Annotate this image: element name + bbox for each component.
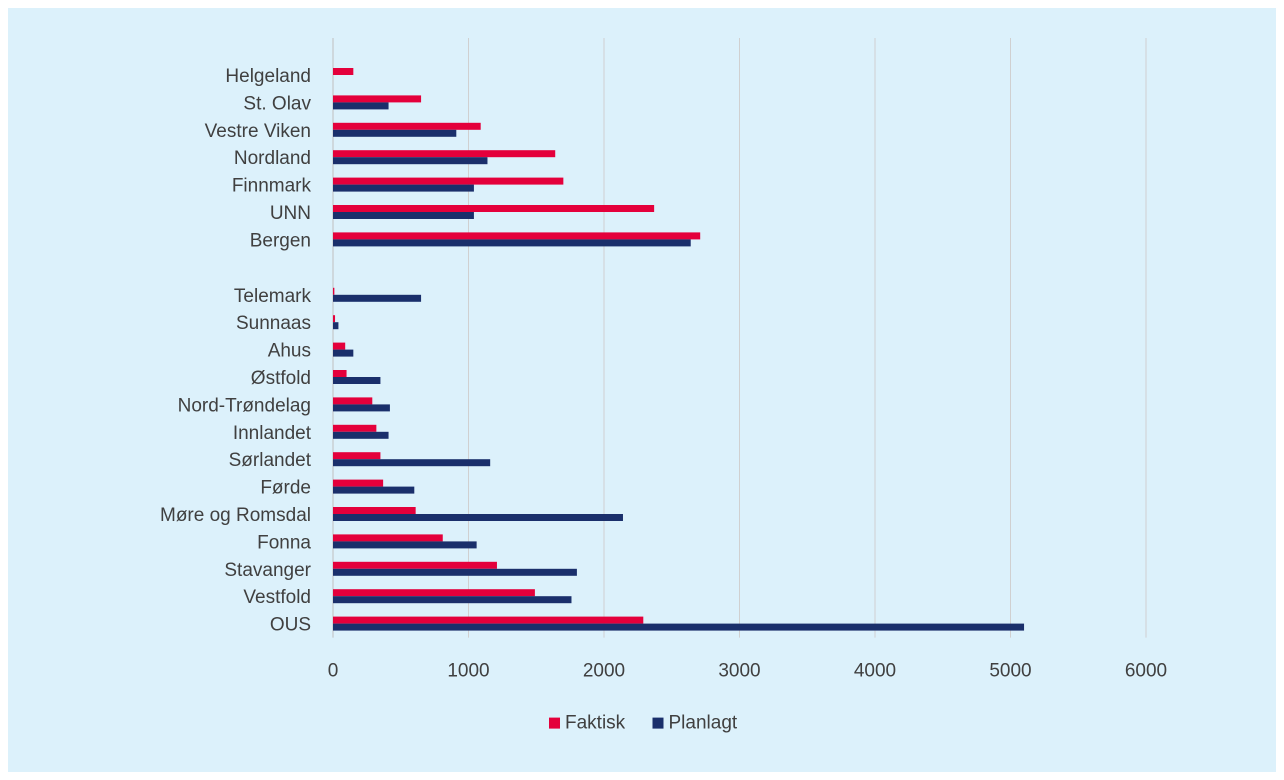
bar-planlagt-vestfold [333,596,572,604]
category-label-stavanger: Stavanger [224,560,311,581]
category-label-fonna: Fonna [257,532,311,553]
x-tick-label-1000: 1000 [447,661,489,682]
bar-faktisk-bergen [333,232,701,240]
category-label-unn: UNN [270,203,311,224]
x-tick-label-4000: 4000 [854,661,896,682]
legend-label-planlagt: Planlagt [669,713,738,734]
legend-swatch-planlagt [652,717,664,729]
bar-planlagt-st-olav [333,102,389,110]
x-tick-label-2000: 2000 [583,661,625,682]
bar-faktisk-helgeland [333,68,354,75]
category-label-bergen: Bergen [250,230,311,251]
category-label-nord-tr-ndelag: Nord-Trøndelag [178,395,311,416]
category-label-sunnaas: Sunnaas [236,313,311,334]
category-label-m-re-og-romsdal: Møre og Romsdal [160,505,311,526]
category-label-ahus: Ahus [268,341,311,362]
legend-swatch-faktisk [549,717,560,729]
category-label-telemark: Telemark [234,286,312,307]
bar-planlagt-nord-tr-ndelag [333,404,390,412]
bar-faktisk-f-rde [333,479,384,487]
bar-planlagt-telemark [333,294,422,302]
bar-planlagt-s-rlandet [333,459,491,467]
bar-planlagt-nordland [333,157,488,165]
bar-planlagt-sunnaas [333,322,339,330]
category-label-vestre-viken: Vestre Viken [205,121,311,142]
bar-faktisk-stfold [333,370,347,377]
bar-planlagt-stfold [333,377,381,384]
category-label-helgeland: Helgeland [225,66,311,87]
x-tick-label-3000: 3000 [718,661,760,682]
category-label-finnmark: Finnmark [232,176,312,197]
bar-planlagt-finnmark [333,184,474,192]
bar-faktisk-sunnaas [333,315,336,323]
bar-planlagt-unn [333,212,474,219]
bar-faktisk-m-re-og-romsdal [333,507,416,514]
chart-panel: Helgeland St. Olav Vestre Viken Nordland Fin… [8,8,1276,772]
bar-planlagt-stavanger [333,568,577,576]
bar-faktisk-ahus [333,342,346,350]
bar-faktisk-nord-tr-ndelag [333,397,373,405]
legend: Faktisk Planlagt [549,713,738,734]
category-label-vestfold: Vestfold [243,587,311,608]
x-tick-label-0: 0 [328,661,339,682]
category-label-ous: OUS [270,615,311,636]
category-label-s-rlandet: Sørlandet [229,450,312,471]
x-tick-label-6000: 6000 [1125,661,1167,682]
bar-faktisk-ous [333,616,644,624]
category-label-nordland: Nordland [234,148,311,169]
bar-faktisk-nordland [333,150,556,158]
category-labels: Helgeland St. Olav Vestre Viken Nordland Fin… [160,66,312,636]
category-label-f-rde: Førde [260,478,311,499]
bar-planlagt-innlandet [333,431,389,439]
bar-planlagt-vestre-viken [333,129,457,137]
bar-faktisk-stavanger [333,561,497,569]
bars [333,68,1025,631]
category-label-innlandet: Innlandet [233,423,312,444]
bar-planlagt-ous [333,623,1025,631]
bar-faktisk-unn [333,205,655,212]
bar-faktisk-innlandet [333,424,377,432]
gridlines [332,38,1147,638]
bar-faktisk-vestfold [333,589,535,597]
legend-label-faktisk: Faktisk [565,713,626,734]
bar-planlagt-bergen [333,239,691,247]
bar-faktisk-finnmark [333,177,564,185]
bar-faktisk-telemark [333,287,335,295]
bar-faktisk-s-rlandet [333,452,381,460]
bar-chart: Helgeland St. Olav Vestre Viken Nordland Fin… [160,38,1167,734]
bar-planlagt-ahus [333,349,354,357]
x-tick-label-5000: 5000 [989,661,1031,682]
category-label-st-olav: St. Olav [243,93,311,114]
x-tick-labels: 0 1000 2000 3000 4000 5000 6000 [328,661,1167,682]
bar-planlagt-m-re-og-romsdal [333,514,623,521]
bar-faktisk-fonna [333,534,443,542]
bar-planlagt-f-rde [333,486,415,494]
bar-faktisk-vestre-viken [333,122,481,130]
category-label-stfold: Østfold [251,368,311,389]
bar-faktisk-st-olav [333,95,422,103]
bar-planlagt-fonna [333,541,477,549]
